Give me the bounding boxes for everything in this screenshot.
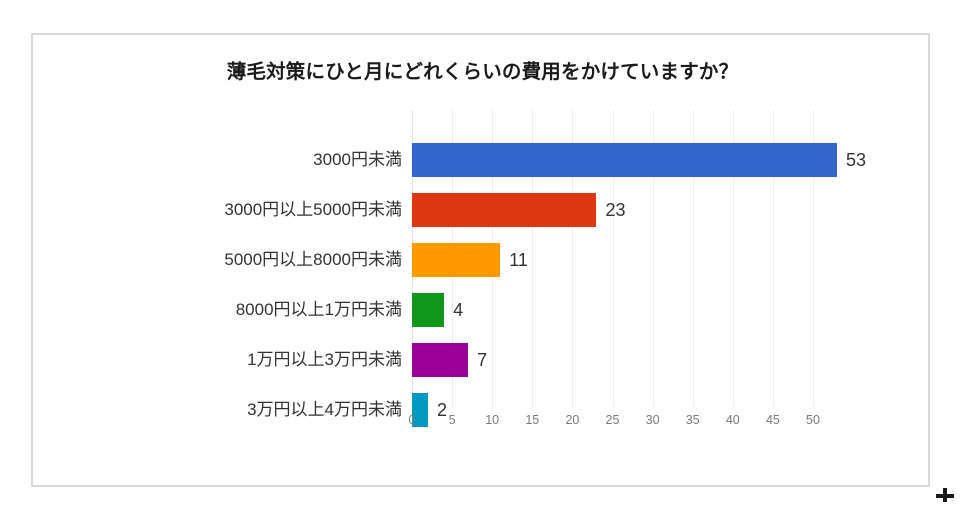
gridline-30: [652, 110, 654, 407]
plus-cursor-vertical-stroke: [943, 488, 947, 502]
gridline-50: [813, 110, 814, 407]
plot-area: 3000円未満 53 3000円以上5000円未満 23 5000円以上8000円未満 1…: [33, 35, 932, 489]
bar[interactable]: [412, 193, 597, 227]
gridline-20: [572, 110, 574, 407]
category-label: 8000円以上1万円未満: [235, 300, 402, 319]
x-axis-tick-label: 45: [765, 413, 780, 427]
category-label: 3万円以上4万円未満: [247, 400, 402, 419]
plus-cursor-icon: [936, 488, 954, 502]
bar[interactable]: [412, 293, 445, 327]
bar[interactable]: [412, 343, 469, 377]
category-label: 3000円以上5000円未満: [224, 200, 402, 219]
gridline-40: [732, 110, 734, 407]
x-axis-tick-label: 25: [605, 413, 620, 427]
bar-value-label: 4: [453, 300, 464, 320]
bar-value-label: 23: [605, 200, 626, 220]
x-axis-tick-label: 15: [525, 413, 540, 427]
gridline-15: [532, 110, 534, 407]
x-axis-tick-label: 10: [485, 413, 500, 427]
gridline-25: [612, 110, 614, 407]
bar[interactable]: [412, 393, 429, 427]
category-label: 1万円以上3万円未満: [247, 350, 402, 369]
bar-value-label: 2: [437, 400, 448, 420]
x-axis-tick-label: 30: [645, 413, 660, 427]
x-axis-tick-label: 0: [408, 413, 416, 427]
gridline-45: [772, 110, 774, 407]
bar-value-label: 7: [477, 350, 488, 370]
chart-title: 薄毛対策にひと月にどれくらいの費用をかけていますか？: [226, 61, 739, 83]
category-label: 3000円未満: [313, 150, 402, 169]
x-axis-tick-label: 20: [565, 413, 580, 427]
gridline-35: [692, 110, 694, 407]
bar[interactable]: [412, 243, 501, 277]
category-label: 5000円以上8000円未満: [224, 250, 402, 269]
x-axis-tick-label: 50: [806, 413, 820, 427]
bar-value-label: 53: [846, 150, 867, 170]
x-axis-tick-label: 35: [685, 413, 700, 427]
bar-value-label: 11: [509, 250, 528, 270]
chart-card: 薄毛対策にひと月にどれくらいの費用をかけていますか？ 3000円未満 53 3000…: [31, 33, 930, 487]
x-axis-tick-label: 5: [448, 413, 456, 427]
bar[interactable]: [412, 143, 838, 177]
x-axis-tick-label: 40: [725, 413, 740, 427]
